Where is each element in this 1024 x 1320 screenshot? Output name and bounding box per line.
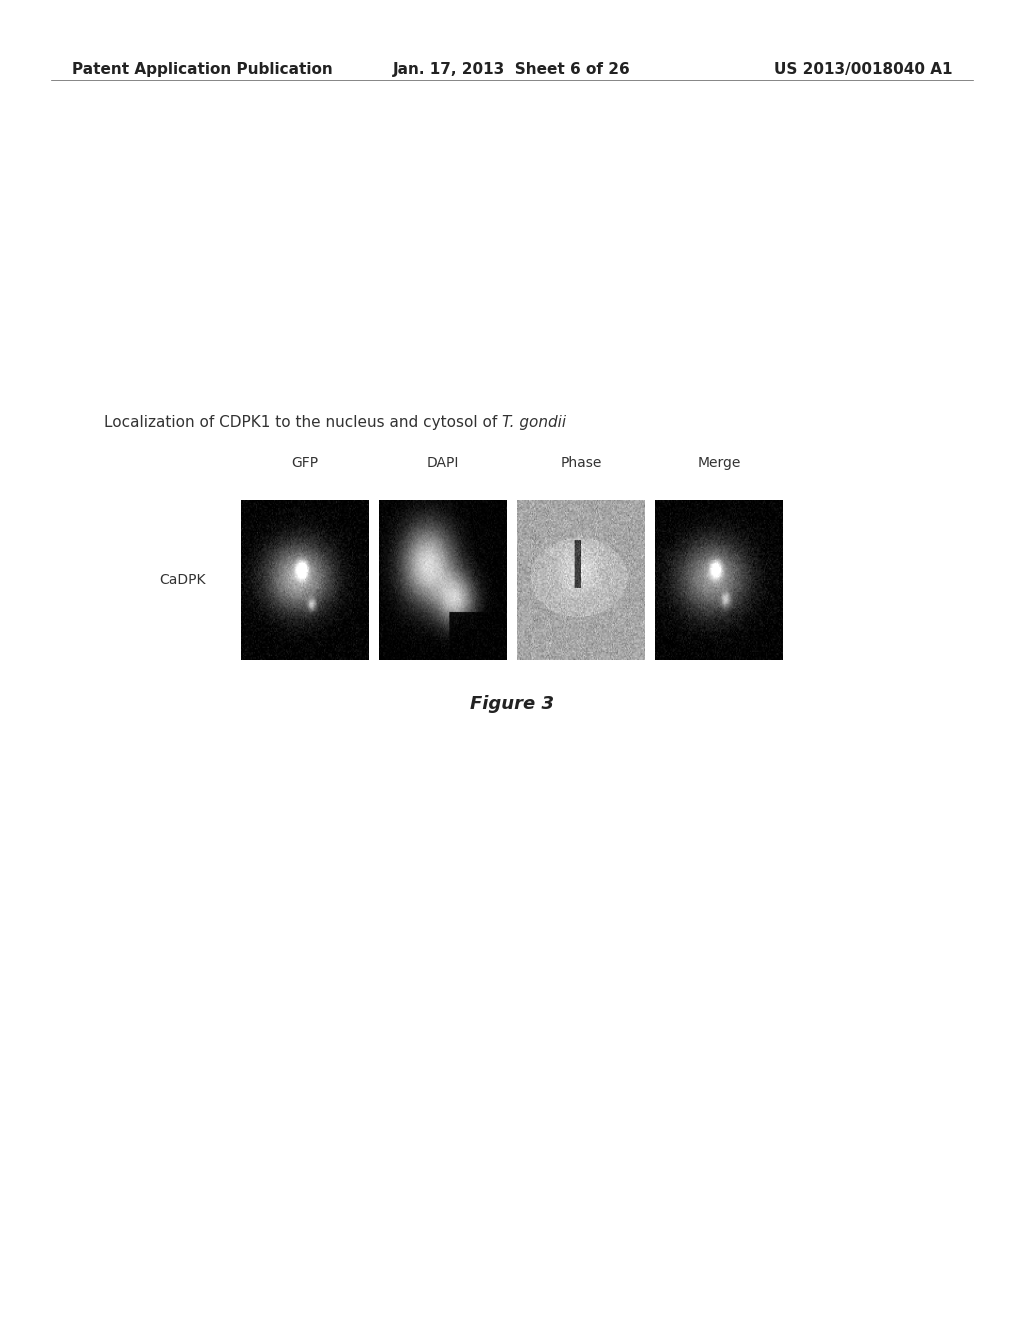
Text: GFP: GFP (292, 455, 318, 470)
Text: Merge: Merge (697, 455, 740, 470)
Text: Jan. 17, 2013  Sheet 6 of 26: Jan. 17, 2013 Sheet 6 of 26 (393, 62, 631, 77)
Text: T. gondii: T. gondii (502, 414, 566, 430)
Text: Localization of CDPK1 to the nucleus and cytosol of: Localization of CDPK1 to the nucleus and… (103, 414, 502, 430)
Text: Phase: Phase (560, 455, 602, 470)
Text: Figure 3: Figure 3 (470, 696, 554, 713)
Text: US 2013/0018040 A1: US 2013/0018040 A1 (773, 62, 952, 77)
Text: CaDPK: CaDPK (160, 573, 206, 587)
Text: Patent Application Publication: Patent Application Publication (72, 62, 333, 77)
Text: DAPI: DAPI (427, 455, 459, 470)
